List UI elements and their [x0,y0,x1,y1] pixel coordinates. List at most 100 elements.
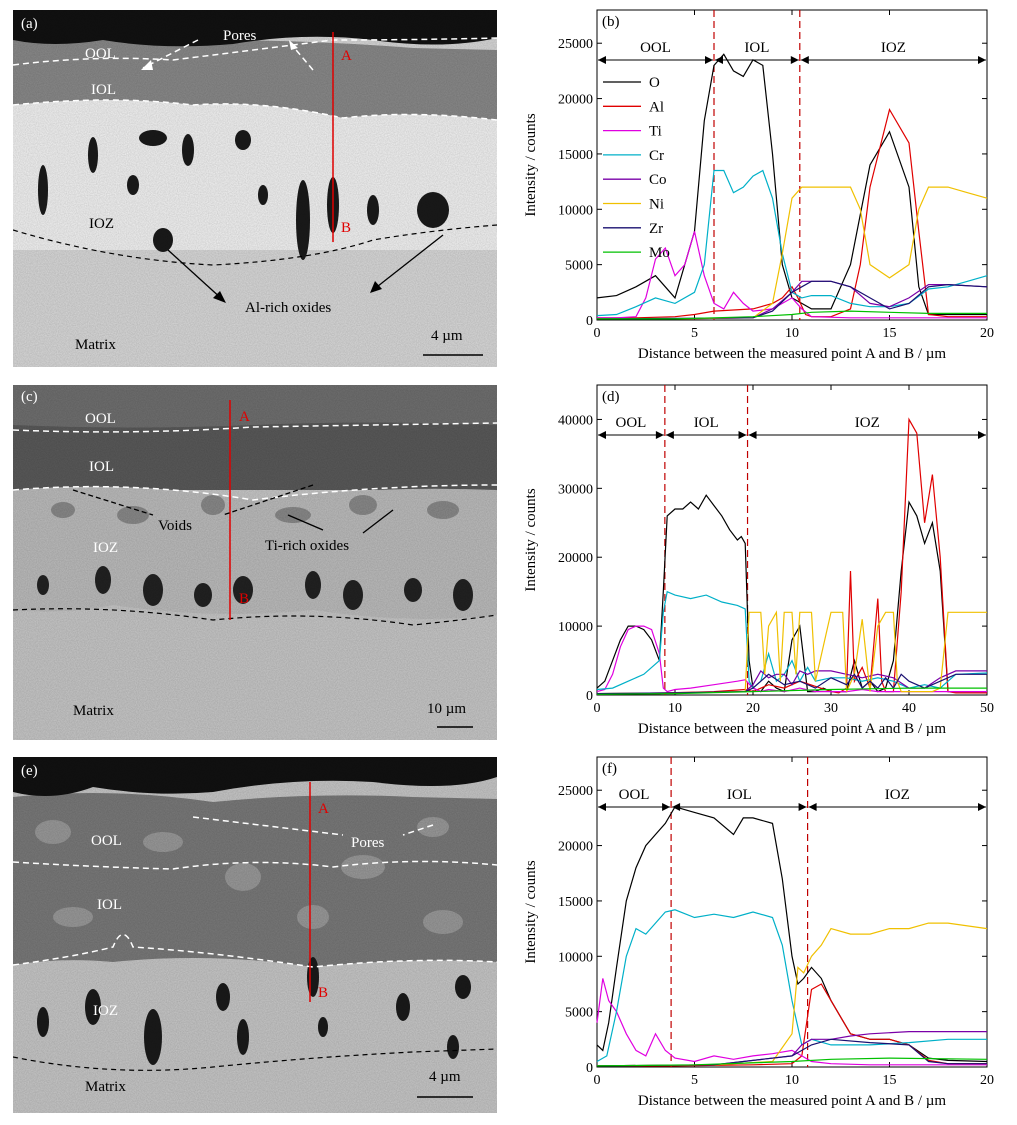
chart-letter: (f) [602,761,617,777]
x-axis-label: Distance between the measured point A an… [638,1093,946,1109]
y-axis-label: Intensity / counts [523,860,539,963]
series-o-line [596,806,988,1063]
series-ti-line [596,978,987,1066]
arrow-head [655,431,664,439]
arrow-head [790,56,799,64]
arrow-head [598,431,606,439]
y-tick-label: 10000 [558,203,593,218]
x-axis-label: Distance between the measured point A an… [638,721,946,737]
y-tick-label: 40000 [558,413,593,428]
legend-entry: O [649,75,660,91]
label-matrix-c: Matrix [73,703,114,719]
y-tick-label: 0 [586,314,593,329]
region-label: IOZ [855,415,880,431]
series-zr-line [596,280,988,320]
series-ti-line [597,231,987,319]
legend-entry: Ti [649,124,662,140]
annotation-pores-e: Pores [351,835,385,851]
series-cr-line [596,909,987,1063]
x-tick-label: 15 [883,326,897,341]
annotation-pores-a: Pores [223,28,257,44]
x-tick-label: 20 [980,326,994,341]
label-ool-e: OOL [91,833,122,849]
point-a-a: A [341,48,352,64]
region-label: IOZ [885,787,910,803]
label-ioz-a: IOZ [89,216,114,232]
label-matrix-a: Matrix [75,337,116,353]
label-ioz-c: IOZ [93,540,118,556]
point-b-a: B [341,220,352,236]
x-tick-label: 30 [824,701,838,716]
plot-frame [596,9,988,321]
region-label: IOL [744,40,769,56]
y-tick-label: 15000 [558,148,593,163]
chart-letter: (d) [602,389,620,405]
y-tick-label: 25000 [558,784,593,799]
region-label: IOL [727,787,752,803]
region-label: OOL [616,415,647,431]
point-a-c: A [239,409,250,425]
y-tick-label: 25000 [558,37,593,52]
label-iol-a: IOL [91,82,116,98]
x-tick-label: 10 [785,326,799,341]
region-label: OOL [619,787,650,803]
label-ool-a: OOL [85,46,116,62]
y-tick-label: 0 [586,689,593,704]
arrow-head [798,803,807,811]
legend-entry: Mo [649,245,670,261]
panel-letter-c: (c) [21,389,38,405]
series-ti-line [596,625,987,693]
point-b-e: B [318,985,329,1001]
label-ool-c: OOL [85,411,116,427]
line-chart-d: 0 10 20 30 40 50 0 10000 20000 30000 40000 Distance… [512,380,1012,748]
series-ni-line [597,186,988,320]
x-tick-label: 5 [691,326,698,341]
y-tick-label: 0 [586,1061,593,1076]
legend-entry: Al [649,99,664,115]
x-tick-label: 10 [785,1073,799,1088]
legend-entry: Zr [649,221,663,237]
series-al-line [597,417,987,695]
arrow-head [598,803,606,811]
scalebar-label-e: 4 µm [429,1069,461,1085]
arrow-head [978,431,986,439]
sem-image-a: (a) OOL IOL IOZ Matrix A B Pores Al-rich… [13,10,497,367]
scalebar-label-c: 10 µm [427,701,467,717]
region-label: IOL [694,415,719,431]
arrow-head [738,431,747,439]
sem-image-c: (c) OOL IOL IOZ Matrix A B Voids Ti-rich… [13,385,497,740]
y-tick-label: 20000 [558,93,593,108]
series-al-line [597,108,987,319]
x-tick-label: 0 [594,326,601,341]
arrow-head [598,56,606,64]
y-tick-label: 15000 [558,895,593,910]
region-label: IOZ [881,40,906,56]
label-iol-c: IOL [89,459,114,475]
series-mo-line [596,687,987,695]
arrow-head [748,431,757,439]
x-tick-label: 0 [594,701,601,716]
x-tick-label: 40 [902,701,916,716]
x-tick-label: 20 [746,701,760,716]
legend-entry: Ni [649,197,664,213]
y-tick-label: 5000 [565,259,593,274]
x-tick-label: 20 [980,1073,994,1088]
x-tick-label: 15 [883,1073,897,1088]
y-tick-label: 30000 [558,482,593,497]
arrow-head [808,803,817,811]
label-ioz-e: IOZ [93,1003,118,1019]
line-chart-b: 0 5 10 15 20 0 5000 10000 15000 20000 25000 Distanc… [512,5,1012,373]
annotation-voids: Voids [158,518,192,534]
y-axis-label: Intensity / counts [523,488,539,591]
y-tick-label: 10000 [558,950,593,965]
series-al-line [597,983,987,1067]
plot-frame [596,384,988,696]
arrow-head [665,431,674,439]
legend-entry: Co [649,172,667,188]
point-a-e: A [318,801,329,817]
series-zr-line [596,673,987,695]
y-tick-label: 20000 [558,551,593,566]
series-ni-line [596,922,988,1067]
series-ni-line [596,610,987,695]
arrow-head [662,803,671,811]
